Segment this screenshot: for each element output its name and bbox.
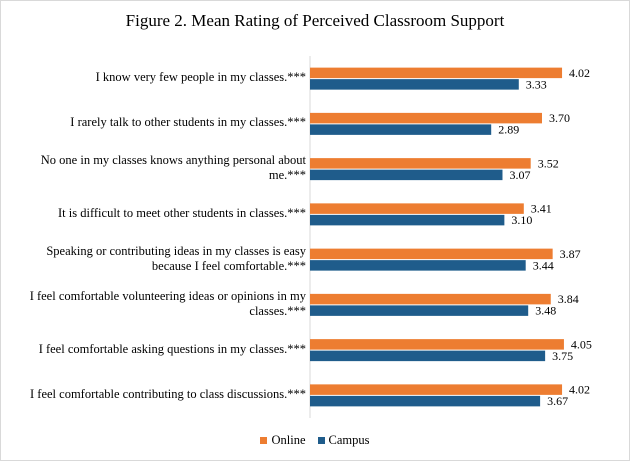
data-label-campus: 3.75 <box>552 349 573 363</box>
data-label-online: 4.02 <box>569 383 590 397</box>
bar-campus <box>310 350 546 362</box>
bar-campus <box>310 260 526 271</box>
legend: Online Campus <box>1 433 629 448</box>
chart-title: Figure 2. Mean Rating of Perceived Class… <box>125 11 505 30</box>
legend-item-online: Online <box>260 433 306 448</box>
bar-online <box>310 158 531 169</box>
category-label-line: I feel comfortable volunteering ideas or… <box>29 288 306 303</box>
category-label: I rarely talk to other students in my cl… <box>14 115 306 130</box>
data-label-campus: 2.89 <box>498 123 519 137</box>
bar-campus <box>310 214 505 226</box>
category-label-line: I rarely talk to other students in my cl… <box>70 115 306 130</box>
bar-campus <box>310 305 529 316</box>
category-label-line: I know very few people in my classes.*** <box>95 70 306 85</box>
category-label-line: me.*** <box>268 168 306 183</box>
bar-campus <box>310 124 492 135</box>
category-label: I feel comfortable asking questions in m… <box>14 342 306 357</box>
bar-online <box>310 203 524 214</box>
legend-label: Online <box>271 433 306 447</box>
data-label-online: 4.02 <box>569 66 590 80</box>
category-label: I feel comfortable volunteering ideas or… <box>14 289 306 319</box>
category-label-line: classes.*** <box>249 303 306 318</box>
category-label: It is difficult to meet other students i… <box>14 206 306 221</box>
bar-online <box>310 67 563 79</box>
data-label-online: 3.41 <box>531 202 552 216</box>
bar-online <box>310 248 553 260</box>
category-label-line: Speaking or contributing ideas in my cla… <box>46 243 306 258</box>
category-label-line: I feel comfortable contributing to class… <box>30 386 306 401</box>
data-label-online: 3.84 <box>558 292 579 306</box>
data-label-campus: 3.07 <box>509 168 530 182</box>
category-label-line: I feel comfortable asking questions in m… <box>38 341 306 356</box>
data-label-campus: 3.10 <box>511 213 532 227</box>
category-label: I feel comfortable contributing to class… <box>14 387 306 402</box>
data-label-online: 3.70 <box>549 111 570 125</box>
bar-campus <box>310 169 503 181</box>
data-label-campus: 3.67 <box>547 394 568 408</box>
bar-online <box>310 384 563 395</box>
data-label-online: 3.87 <box>560 247 581 261</box>
data-label-campus: 3.44 <box>533 258 554 272</box>
data-label-online: 3.52 <box>538 156 559 170</box>
bar-campus <box>310 395 541 407</box>
bar-campus <box>310 79 519 90</box>
data-label-online: 4.05 <box>571 337 592 351</box>
category-label-line: It is difficult to meet other students i… <box>58 205 306 220</box>
data-label-campus: 3.33 <box>526 77 547 91</box>
category-label: I know very few people in my classes.*** <box>14 70 306 85</box>
category-label-line: No one in my classes knows anything pers… <box>40 153 306 168</box>
legend-item-campus: Campus <box>317 433 370 448</box>
legend-swatch <box>317 437 325 444</box>
category-label-line: because I feel comfortable.*** <box>151 258 306 273</box>
legend-swatch <box>260 437 268 444</box>
legend-label: Campus <box>328 433 370 447</box>
bar-online <box>310 112 542 124</box>
bar-online <box>310 293 551 305</box>
category-label: Speaking or contributing ideas in my cla… <box>14 244 306 274</box>
bar-online <box>310 339 564 350</box>
data-label-campus: 3.48 <box>535 304 556 318</box>
category-label: No one in my classes knows anything pers… <box>14 153 306 183</box>
